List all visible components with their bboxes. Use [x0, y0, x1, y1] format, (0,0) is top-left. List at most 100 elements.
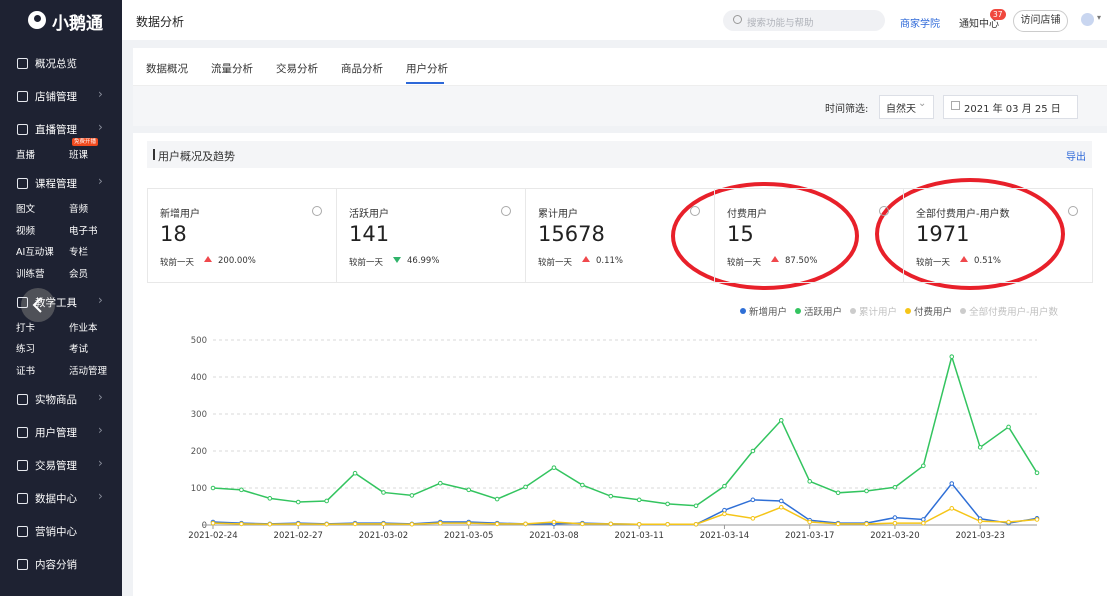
notice-link[interactable]: 通知中心 — [959, 19, 999, 30]
point — [352, 521, 358, 527]
tab[interactable]: 数据概况 — [146, 63, 188, 75]
tab[interactable]: 商品分析 — [341, 63, 383, 75]
point — [1034, 470, 1040, 476]
point — [864, 488, 869, 494]
menu-arrow: › — [98, 389, 103, 404]
menu-item[interactable]: 教学工具 — [35, 296, 77, 309]
menu-icon — [17, 492, 28, 504]
info-icon — [690, 206, 700, 216]
x-tick-label: 2021-03-17 — [785, 531, 834, 541]
submenu-item[interactable]: 视频 — [16, 225, 36, 237]
point — [807, 479, 812, 484]
info-icon — [1068, 206, 1078, 216]
menu-item[interactable]: 实物商品 — [35, 393, 77, 406]
submenu-item[interactable]: 音频 — [69, 204, 89, 215]
filter-label: 时间筛选: — [825, 104, 869, 115]
y-tick-label: 400 — [191, 373, 207, 383]
submenu-item[interactable]: 会员 — [69, 268, 89, 280]
tab[interactable]: 流量分析 — [211, 63, 253, 75]
card-divider — [903, 188, 904, 282]
submenu-item[interactable]: 班课 — [69, 150, 89, 161]
menu-icon — [17, 459, 28, 471]
date-box[interactable] — [943, 95, 1078, 119]
point — [750, 497, 756, 503]
point — [864, 521, 869, 527]
menu-item[interactable]: 直播管理 — [35, 124, 77, 136]
tabs-bar — [133, 48, 1107, 86]
legend-item[interactable]: 新增用户 — [740, 304, 787, 318]
legend-item[interactable]: 付费用户 — [905, 304, 952, 318]
x-tick-label: 2021-03-08 — [529, 531, 578, 541]
point — [1034, 517, 1040, 522]
point — [352, 470, 358, 476]
submenu-item[interactable]: 活动管理 — [69, 365, 108, 377]
card-change: 0.11% — [596, 256, 624, 266]
menu-item[interactable]: 营销中心 — [35, 525, 77, 538]
submenu-item[interactable]: AI互动课 — [16, 247, 54, 258]
submenu-item[interactable]: 打卡 — [16, 322, 36, 334]
menu-item[interactable]: 概况总览 — [35, 58, 77, 70]
point — [977, 445, 983, 450]
menu-item[interactable]: 课程管理 — [35, 178, 77, 190]
card-label: 付费用户 — [727, 209, 767, 220]
date-text: 2021 年 03 月 25 日 — [964, 104, 1061, 115]
card-change: 87.50% — [785, 256, 818, 266]
select-box[interactable] — [879, 95, 934, 119]
card-change: 200.00% — [218, 256, 256, 266]
card-value: 15 — [727, 222, 754, 246]
point — [807, 519, 812, 525]
point — [409, 521, 415, 527]
submenu-item[interactable]: 图文 — [16, 204, 36, 215]
legend-label: 活跃用户 — [804, 307, 843, 318]
trend-arrow — [204, 256, 212, 262]
visit-button[interactable]: 访问店铺 — [1013, 10, 1068, 32]
menu-item[interactable]: 用户管理 — [35, 426, 77, 439]
submenu-item[interactable]: 训练营 — [16, 268, 45, 280]
card-compare: 较前一天 — [727, 258, 762, 268]
search-box[interactable] — [723, 10, 885, 31]
export-link[interactable]: 导出 — [1066, 152, 1086, 163]
menu-arrow: › — [98, 87, 103, 101]
search-icon — [733, 15, 742, 24]
x-tick-label: 2021-03-05 — [444, 531, 493, 541]
academy-link[interactable]: 商家学院 — [900, 19, 940, 30]
submenu-item[interactable]: 电子书 — [69, 225, 98, 237]
menu-item[interactable]: 交易管理 — [35, 459, 77, 472]
card-divider — [336, 188, 337, 282]
card-value: 141 — [349, 222, 390, 246]
point — [466, 520, 472, 526]
avatar — [1081, 13, 1094, 26]
tab[interactable]: 用户分析 — [406, 63, 448, 75]
menu-item[interactable]: 店铺管理 — [35, 91, 77, 103]
series-line — [212, 506, 1038, 526]
x-tick-label: 2021-03-11 — [615, 531, 664, 541]
menu-item[interactable]: 数据中心 — [35, 492, 77, 505]
submenu-item[interactable]: 专栏 — [69, 247, 89, 258]
card-compare: 较前一天 — [349, 258, 384, 268]
point — [778, 417, 784, 423]
submenu-item[interactable]: 练习 — [16, 344, 36, 355]
legend-label: 全部付费用户-用户数 — [969, 307, 1058, 318]
submenu-item[interactable]: 考试 — [69, 344, 89, 355]
point — [778, 504, 784, 510]
legend-label: 付费用户 — [914, 307, 953, 318]
point — [1006, 424, 1011, 430]
x-tick-label: 2021-03-14 — [700, 531, 749, 541]
section-bar — [147, 141, 1092, 168]
legend-item[interactable]: 活跃用户 — [795, 304, 842, 318]
submenu-item[interactable]: 直播 — [16, 150, 36, 161]
menu-arrow: › — [98, 120, 103, 134]
legend-item[interactable]: 累计用户 — [850, 304, 897, 318]
point — [977, 519, 983, 524]
point — [295, 499, 301, 505]
legend-item[interactable]: 全部付费用户-用户数 — [960, 304, 1058, 318]
point — [381, 490, 386, 495]
tab[interactable]: 交易分析 — [276, 63, 318, 75]
point — [722, 507, 727, 513]
menu-item[interactable]: 内容分销 — [35, 558, 77, 571]
submenu-item[interactable]: 证书 — [16, 365, 36, 377]
point — [892, 515, 898, 520]
info-icon — [312, 206, 322, 216]
menu-icon — [17, 525, 28, 537]
submenu-item[interactable]: 作业本 — [69, 322, 98, 334]
